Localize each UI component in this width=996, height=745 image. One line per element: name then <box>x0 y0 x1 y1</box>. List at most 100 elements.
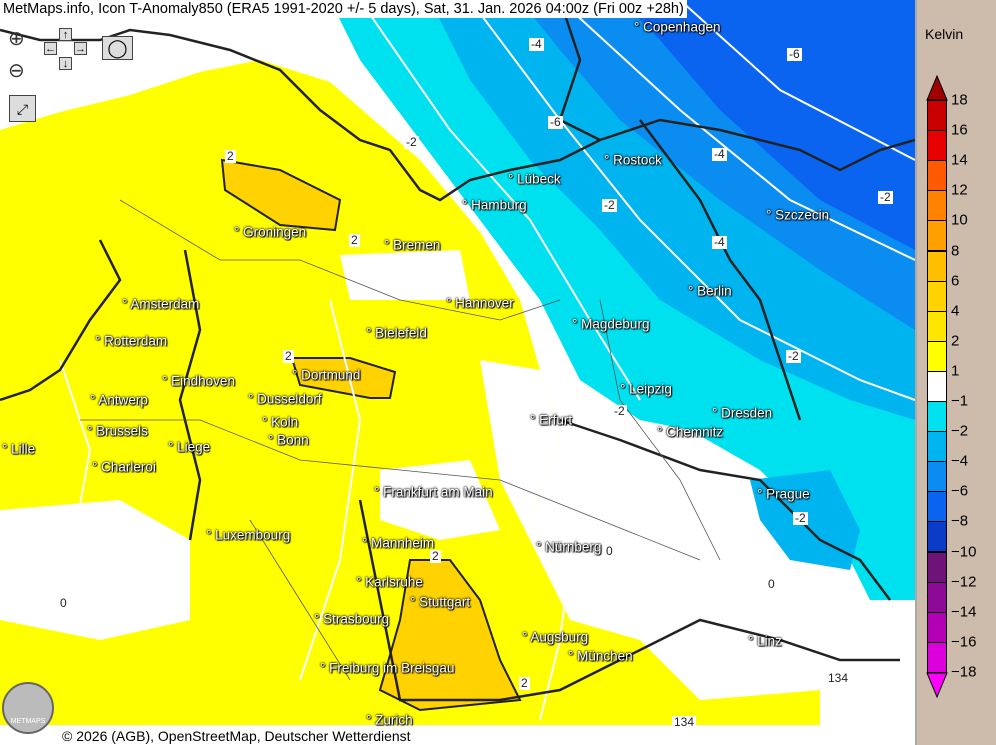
legend-label: −8 <box>951 512 969 530</box>
contour-label: 2 <box>519 676 530 690</box>
city-label: ° Magdeburg <box>572 316 650 332</box>
metmaps-logo: METMAPS <box>2 682 54 734</box>
color-legend: Kelvin 18 16 14 12 10 8 6 4 2 1 −1 −2 −4 −6 −8 −10 −12 −1… <box>915 0 996 745</box>
copyright: © 2026 (AGB), OpenStreetMap, Deutscher W… <box>58 727 415 745</box>
legend-label: 12 <box>951 181 968 199</box>
legend-label: 8 <box>951 242 960 259</box>
contour-label: -6 <box>548 115 563 129</box>
legend-color-box <box>927 310 947 342</box>
city-label: ° Erfurt <box>530 412 573 428</box>
city-label: ° Dortmund <box>292 367 361 383</box>
pan-down-button[interactable]: ↓ <box>59 57 72 70</box>
city-label: ° Liege <box>168 439 211 455</box>
anomaly-area-minus6-minus8 <box>620 0 915 250</box>
legend-color-box <box>927 340 947 372</box>
legend-color-box <box>927 250 947 282</box>
legend-color-box <box>927 190 947 222</box>
legend-label: 2 <box>951 332 960 350</box>
city-label: ° Chemnitz <box>657 424 724 440</box>
city-label: ° Groningen <box>234 224 307 240</box>
legend-label: −1 <box>951 392 969 410</box>
pan-left-button[interactable]: ← <box>44 42 57 55</box>
city-label: ° Copenhagen <box>634 19 721 35</box>
city-label: ° Eindhoven <box>162 373 235 389</box>
map-title: MetMaps.info, Icon T-Anomaly850 (ERA5 19… <box>0 0 687 18</box>
legend-color-box <box>927 130 947 162</box>
zoom-out-button[interactable]: ⊖ <box>8 60 25 82</box>
contour-label: 0 <box>58 596 69 610</box>
contour-label: 134 <box>826 671 851 685</box>
legend-label: −6 <box>951 482 969 500</box>
legend-color-box <box>927 160 947 192</box>
city-label: ° München <box>568 648 633 664</box>
legend-color-box <box>927 551 947 583</box>
city-label: ° Linz <box>748 633 782 649</box>
contour-label: -2 <box>404 135 419 149</box>
legend-label: 14 <box>951 151 968 169</box>
city-label: ° Freiburg im Breisgau <box>320 660 455 676</box>
legend-label: −2 <box>951 422 969 440</box>
contour-label: -4 <box>712 147 727 161</box>
city-label: ° Luxembourg <box>206 527 291 543</box>
city-label: ° Rostock <box>604 152 662 168</box>
city-label: ° Bonn <box>268 432 309 448</box>
city-label: ° Stuttgart <box>410 594 471 610</box>
city-label: ° Bielefeld <box>366 325 427 341</box>
city-label: ° Mannheim <box>362 535 435 551</box>
legend-label: 10 <box>951 211 968 229</box>
camera-screenshot-button[interactable]: ◯ <box>102 36 133 60</box>
city-label: ° Frankfurt am Main <box>374 484 493 500</box>
city-label: ° Prague <box>757 486 810 502</box>
contour-label: 0 <box>604 544 615 558</box>
contour-label: 2 <box>349 233 360 247</box>
temperature-anomaly-map[interactable] <box>0 0 915 745</box>
city-label: ° Lübeck <box>508 171 561 187</box>
contour-label: -2 <box>786 349 801 363</box>
city-label: ° Koln <box>262 414 299 430</box>
contour-label: -2 <box>793 511 808 525</box>
legend-label: −18 <box>951 663 977 681</box>
zoom-in-button[interactable]: ⊕ <box>8 28 25 50</box>
legend-unit: Kelvin <box>925 26 964 42</box>
anomaly-area-1-2 <box>0 60 820 725</box>
legend-color-box <box>927 641 947 673</box>
legend-max-arrow <box>926 75 948 101</box>
legend-color-box <box>927 401 947 433</box>
city-label: ° Berlin <box>688 283 732 299</box>
legend-label: −10 <box>951 543 977 560</box>
legend-color-box <box>927 491 947 523</box>
legend-label: 6 <box>951 272 960 290</box>
city-label: ° Strasbourg <box>314 611 390 627</box>
contour-label: -2 <box>612 404 627 418</box>
pan-right-button[interactable]: → <box>74 42 87 55</box>
contour-label: 2 <box>225 149 236 163</box>
city-label: ° Nürnberg <box>536 539 602 555</box>
legend-label: 18 <box>951 91 968 109</box>
legend-label: −4 <box>951 452 969 470</box>
legend-color-box <box>927 220 947 252</box>
fullscreen-button[interactable]: ⤢ <box>9 95 36 122</box>
city-label: ° Dresden <box>712 405 773 421</box>
city-label: ° Bremen <box>384 237 441 253</box>
city-label: ° Hannover <box>446 295 514 311</box>
legend-color-box <box>927 370 947 402</box>
legend-color-box <box>927 280 947 312</box>
contour-label: -6 <box>787 47 802 61</box>
contour-label: -2 <box>602 198 617 212</box>
contour-label: -2 <box>878 190 893 204</box>
legend-label: −14 <box>951 603 977 621</box>
legend-label: 1 <box>951 362 960 380</box>
city-label: ° Antwerp <box>90 392 148 408</box>
city-label: ° Dusseldorf <box>248 391 322 407</box>
pan-up-button[interactable]: ↑ <box>59 28 72 41</box>
city-label: ° Leipzig <box>620 381 672 397</box>
contour-label: -4 <box>712 235 727 249</box>
city-label: ° Zurich <box>366 712 413 728</box>
logo-text: METMAPS <box>10 718 46 725</box>
legend-color-box <box>927 461 947 493</box>
legend-label: 16 <box>951 121 968 139</box>
legend-label: 4 <box>951 302 960 320</box>
legend-min-arrow <box>926 672 948 698</box>
legend-color-box <box>927 611 947 643</box>
city-label: ° Brussels <box>87 423 148 439</box>
